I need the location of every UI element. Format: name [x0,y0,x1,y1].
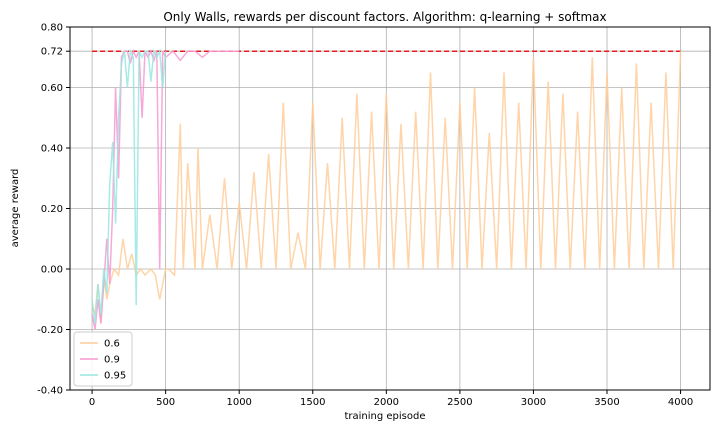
y-tick-label: 0.20 [41,204,63,215]
y-tick-label: 0.00 [41,265,63,276]
x-tick-label: 2500 [447,397,472,408]
y-axis-label: average reward [10,169,21,248]
series-line-0.9 [91,48,240,330]
x-tick-label: 1500 [300,397,325,408]
chart-title: Only Walls, rewards per discount factors… [163,10,606,24]
y-axis-ticks: -0.40 -0.20 0.00 0.20 0.40 0.60 0.72 0.80 [37,23,70,397]
y-tick-label: -0.20 [37,325,63,336]
series-line-0.95 [91,48,167,324]
x-tick-label: 2000 [374,397,399,408]
x-tick-label: 4000 [668,397,693,408]
y-tick-label: 0.60 [41,83,63,94]
series-group [91,48,682,330]
x-tick-label: 0 [89,397,95,408]
legend-label-0.6: 0.6 [104,339,120,350]
x-axis-label: training episode [344,411,425,422]
legend: 0.6 0.9 0.95 [73,331,133,387]
legend-label-0.9: 0.9 [104,355,120,366]
x-tick-label: 500 [156,397,175,408]
y-tick-label: 0.72 [41,47,63,58]
y-tick-label: 0.40 [41,144,63,155]
legend-box [73,331,133,387]
grid-lines [70,26,710,391]
y-tick-label: -0.40 [37,386,63,397]
y-tick-label: 0.80 [41,23,63,34]
x-tick-label: 3500 [594,397,619,408]
series-line-0.6 [91,51,682,324]
legend-label-0.95: 0.95 [104,371,126,382]
x-axis-ticks: 0 500 1000 1500 2000 2500 3000 3500 4000 [89,390,693,408]
x-tick-label: 1000 [226,397,251,408]
x-tick-label: 3000 [521,397,546,408]
